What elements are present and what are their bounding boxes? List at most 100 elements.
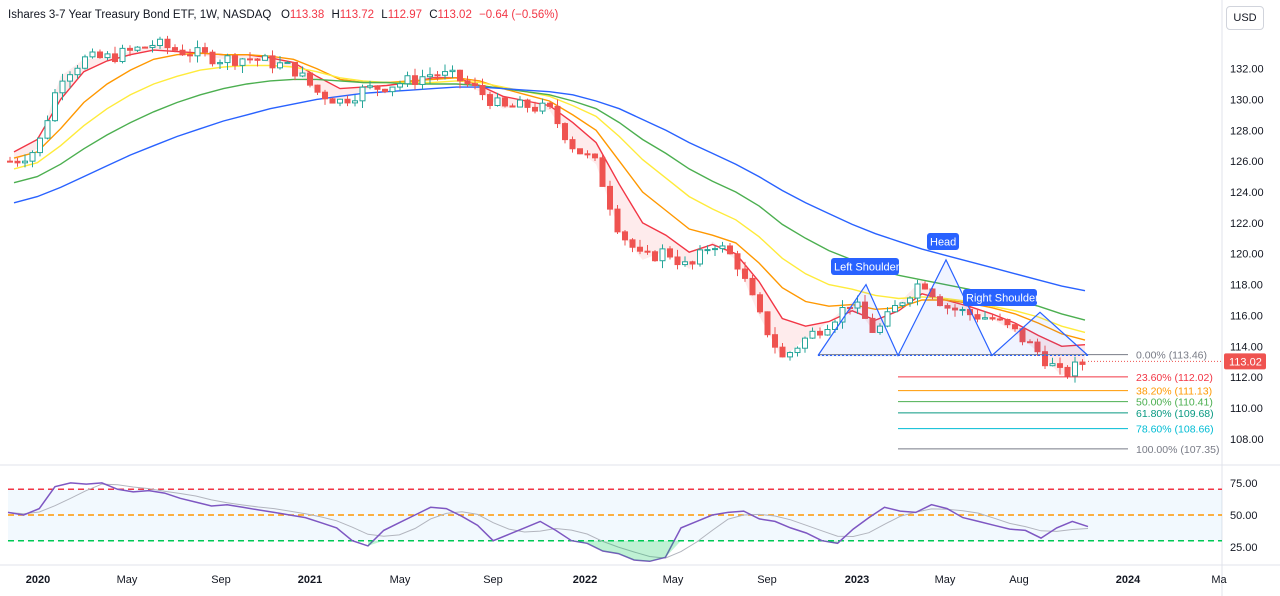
candle-body[interactable] <box>907 297 913 304</box>
candle-body[interactable] <box>434 74 441 77</box>
candle-body[interactable] <box>389 86 396 93</box>
candle-body[interactable] <box>232 55 238 66</box>
candle-body[interactable] <box>854 301 861 309</box>
candle-body[interactable] <box>1012 324 1018 330</box>
candle-body[interactable] <box>464 80 471 85</box>
currency-button[interactable]: USD <box>1226 6 1264 30</box>
candle-body[interactable] <box>427 74 433 78</box>
candle-body[interactable] <box>82 56 88 69</box>
candle-body[interactable] <box>547 102 553 107</box>
candle-body[interactable] <box>134 46 141 51</box>
candle-body[interactable] <box>329 98 336 104</box>
candle-body[interactable] <box>539 102 546 112</box>
candle-body[interactable] <box>52 92 58 122</box>
candle-body[interactable] <box>779 346 786 358</box>
candle-body[interactable] <box>284 61 291 64</box>
candle-body[interactable] <box>337 98 343 104</box>
candle-body[interactable] <box>97 51 103 59</box>
candle-body[interactable] <box>487 94 493 106</box>
candle-body[interactable] <box>622 231 628 241</box>
candle-body[interactable] <box>517 99 523 108</box>
candle-body[interactable] <box>592 153 598 159</box>
candle-body[interactable] <box>254 58 261 61</box>
candle-body[interactable] <box>884 311 891 327</box>
candle-body[interactable] <box>794 347 801 354</box>
candle-body[interactable] <box>217 62 223 65</box>
candle-body[interactable] <box>599 157 606 187</box>
candle-body[interactable] <box>209 51 216 65</box>
candle-body[interactable] <box>322 91 328 100</box>
candle-body[interactable] <box>202 47 208 53</box>
candle-body[interactable] <box>652 251 658 262</box>
candle-body[interactable] <box>1034 341 1041 353</box>
candle-body[interactable] <box>1042 351 1048 367</box>
candle-body[interactable] <box>472 83 478 86</box>
candle-body[interactable] <box>937 296 943 307</box>
candle-body[interactable] <box>239 58 246 66</box>
candle-body[interactable] <box>67 74 73 82</box>
candle-body[interactable] <box>442 71 448 76</box>
candle-body[interactable] <box>247 58 253 61</box>
candle-body[interactable] <box>224 55 231 64</box>
candle-body[interactable] <box>359 86 366 102</box>
candle-body[interactable] <box>629 239 636 248</box>
candle-body[interactable] <box>764 311 771 336</box>
candle-body[interactable] <box>997 318 1003 321</box>
candle-body[interactable] <box>712 248 718 251</box>
candle-body[interactable] <box>569 139 576 150</box>
candle-body[interactable] <box>509 105 516 108</box>
pattern-label[interactable]: Right Shoulder <box>963 289 1039 306</box>
candle-body[interactable] <box>449 69 456 73</box>
candle-body[interactable] <box>749 277 756 296</box>
candle-body[interactable] <box>172 47 178 51</box>
fibonacci-retracement[interactable]: 0.00% (113.46) 23.60% (112.02) 38.20% (111… <box>818 350 1219 456</box>
candle-body[interactable] <box>344 98 351 104</box>
candle-body[interactable] <box>704 249 711 252</box>
candle-body[interactable] <box>1027 341 1033 344</box>
candle-body[interactable] <box>757 294 763 313</box>
candle-body[interactable] <box>382 88 388 93</box>
pattern-label[interactable]: Left Shoulder <box>831 258 900 275</box>
candle-body[interactable] <box>44 120 51 139</box>
candle-body[interactable] <box>877 325 883 333</box>
candle-body[interactable] <box>562 123 568 141</box>
candle-body[interactable] <box>734 253 741 270</box>
candle-body[interactable] <box>532 106 538 112</box>
candle-body[interactable] <box>674 256 681 266</box>
candle-body[interactable] <box>502 97 508 107</box>
candle-body[interactable] <box>59 80 66 94</box>
candle-body[interactable] <box>1004 318 1011 326</box>
candle-body[interactable] <box>104 53 111 59</box>
candle-body[interactable] <box>1057 363 1063 368</box>
candle-body[interactable] <box>14 160 21 164</box>
candle-body[interactable] <box>1064 366 1071 377</box>
candle-body[interactable] <box>817 330 823 336</box>
candle-body[interactable] <box>457 69 463 82</box>
candle-body[interactable] <box>719 245 726 250</box>
candle-body[interactable] <box>157 38 163 47</box>
candle-body[interactable] <box>524 99 531 108</box>
candle-body[interactable] <box>179 49 186 56</box>
candle-body[interactable] <box>299 72 306 77</box>
candle-body[interactable] <box>367 85 373 88</box>
candle-body[interactable] <box>269 55 276 69</box>
candle-body[interactable] <box>397 83 403 88</box>
candle-body[interactable] <box>1072 361 1078 377</box>
candle-body[interactable] <box>554 105 561 125</box>
candle-body[interactable] <box>479 84 486 96</box>
candle-body[interactable] <box>742 268 748 279</box>
candle-body[interactable] <box>149 45 156 48</box>
candle-body[interactable] <box>577 148 583 155</box>
candle-body[interactable] <box>824 329 831 336</box>
candle-body[interactable] <box>959 308 966 311</box>
candle-body[interactable] <box>689 261 696 265</box>
candle-body[interactable] <box>922 283 928 290</box>
candle-body[interactable] <box>187 54 193 57</box>
candle-body[interactable] <box>1079 361 1086 365</box>
candle-body[interactable] <box>772 334 778 348</box>
candle-body[interactable] <box>404 75 411 85</box>
candle-body[interactable] <box>802 337 808 349</box>
candle-body[interactable] <box>419 76 426 85</box>
candle-body[interactable] <box>989 317 996 320</box>
